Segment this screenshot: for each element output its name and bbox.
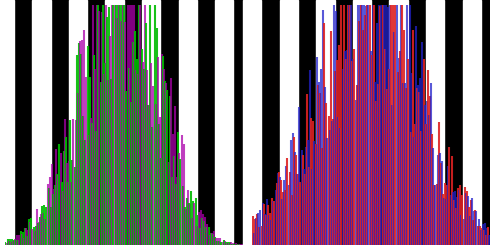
Bar bbox=[426, 0, 444, 245]
Bar bbox=[463, 0, 481, 245]
Bar bbox=[215, 0, 233, 245]
Bar bbox=[69, 0, 87, 245]
Bar bbox=[353, 0, 371, 245]
Bar bbox=[390, 0, 408, 245]
Bar bbox=[105, 0, 123, 245]
Bar bbox=[142, 0, 160, 245]
Bar bbox=[317, 0, 335, 245]
Bar bbox=[32, 0, 50, 245]
Bar bbox=[280, 0, 298, 245]
Bar bbox=[178, 0, 197, 245]
Bar bbox=[0, 0, 14, 245]
Bar bbox=[243, 0, 262, 245]
